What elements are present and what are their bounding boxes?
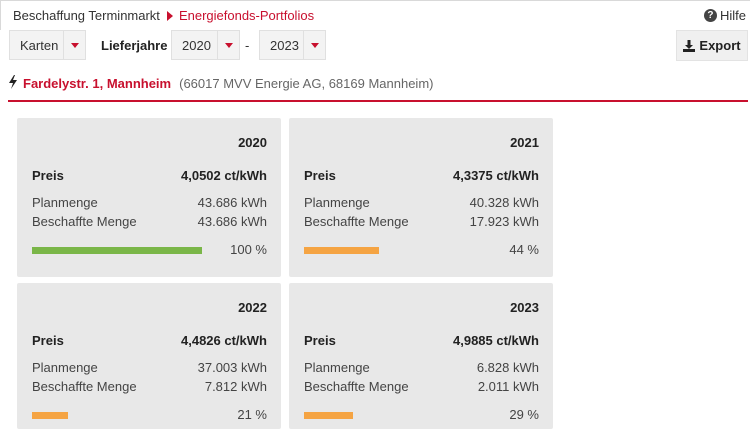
procured-quantity-row-label: Beschaffte Menge [32, 214, 137, 229]
year-to-select[interactable]: 2023 [259, 30, 326, 60]
card-year: 2021 [510, 135, 539, 150]
progress-bar [304, 412, 474, 419]
procured-quantity-row-value: 43.686 kWh [197, 214, 267, 229]
price-row-value: 4,0502 ct/kWh [181, 168, 267, 183]
progress-bar-fill [32, 247, 202, 254]
planned-quantity-row: Planmenge 37.003 kWh [32, 360, 267, 375]
progress-percent: 29 % [509, 407, 539, 422]
year-from-select[interactable]: 2020 [171, 30, 240, 60]
planned-quantity-row-label: Planmenge [304, 360, 370, 375]
procured-quantity-row: Beschaffte Menge 2.011 kWh [304, 379, 539, 394]
breadcrumb-current[interactable]: Energiefonds-Portfolios [178, 8, 315, 23]
planned-quantity-row: Planmenge 40.328 kWh [304, 195, 539, 210]
progress-bar [304, 247, 474, 254]
help-label: Hilfe [719, 8, 746, 23]
procured-quantity-row-value: 17.923 kWh [469, 214, 539, 229]
planned-quantity-row-label: Planmenge [304, 195, 370, 210]
question-circle-icon: ? [703, 9, 717, 22]
price-row-label: Preis [32, 333, 64, 348]
progress-bar-fill [304, 247, 379, 254]
location-bar: Fardelystr. 1, Mannheim (66017 MVV Energ… [8, 74, 748, 102]
chevron-down-icon[interactable] [63, 31, 85, 59]
price-row-value: 4,4826 ct/kWh [181, 333, 267, 348]
procured-quantity-row-label: Beschaffte Menge [32, 379, 137, 394]
year-range-separator: - [245, 38, 250, 53]
toolbar: Karten Lieferjahre 2020 - 2023 Export [0, 30, 750, 64]
planned-quantity-row-label: Planmenge [32, 195, 98, 210]
procured-quantity-row-value: 7.812 kWh [204, 379, 267, 394]
price-row: Preis 4,0502 ct/kWh [32, 168, 267, 183]
price-row-label: Preis [32, 168, 64, 183]
year-card[interactable]: 2023 Preis 4,9885 ct/kWh Planmenge 6.828 kWh… [289, 283, 553, 429]
planned-quantity-row-label: Planmenge [32, 360, 98, 375]
export-button[interactable]: Export [676, 30, 748, 61]
planned-quantity-row-value: 43.686 kWh [197, 195, 267, 210]
header-bar: Beschaffung Terminmarkt Energiefonds-Por… [0, 0, 750, 30]
location-name[interactable]: Fardelystr. 1, Mannheim [23, 76, 172, 91]
year-from-value: 2020 [182, 37, 211, 53]
chevron-down-icon[interactable] [303, 31, 325, 59]
procured-quantity-row-label: Beschaffte Menge [304, 214, 409, 229]
procured-quantity-row-label: Beschaffte Menge [304, 379, 409, 394]
price-row: Preis 4,3375 ct/kWh [304, 168, 539, 183]
planned-quantity-row: Planmenge 43.686 kWh [32, 195, 267, 210]
procured-quantity-row-value: 2.011 kWh [477, 379, 539, 394]
location-details: (66017 MVV Energie AG, 68169 Mannheim) [179, 76, 434, 91]
lightning-icon [9, 75, 17, 89]
progress-bar-fill [304, 412, 354, 419]
progress-bar [32, 412, 202, 419]
procured-quantity-row: Beschaffte Menge 43.686 kWh [32, 214, 267, 229]
planned-quantity-row-value: 37.003 kWh [197, 360, 267, 375]
help-link[interactable]: ? Hilfe [703, 8, 746, 23]
price-row-label: Preis [304, 333, 336, 348]
breadcrumb: Beschaffung Terminmarkt Energiefonds-Por… [13, 8, 314, 23]
price-row-label: Preis [304, 168, 336, 183]
price-row: Preis 4,9885 ct/kWh [304, 333, 539, 348]
year-card[interactable]: 2022 Preis 4,4826 ct/kWh Planmenge 37.003 kW… [17, 283, 281, 429]
progress-percent: 44 % [509, 242, 539, 257]
view-select-value: Karten [20, 37, 59, 53]
year-card[interactable]: 2020 Preis 4,0502 ct/kWh Planmenge 43.686 kW… [17, 118, 281, 277]
planned-quantity-row: Planmenge 6.828 kWh [304, 360, 539, 375]
view-select[interactable]: Karten [9, 30, 86, 60]
progress-percent: 100 % [230, 242, 267, 257]
delivery-years-label: Lieferjahre [101, 38, 168, 53]
price-row-value: 4,3375 ct/kWh [453, 168, 539, 183]
card-year: 2020 [238, 135, 267, 150]
download-icon [683, 39, 696, 52]
planned-quantity-row-value: 6.828 kWh [476, 360, 539, 375]
planned-quantity-row-value: 40.328 kWh [469, 195, 539, 210]
year-card[interactable]: 2021 Preis 4,3375 ct/kWh Planmenge 40.328 kW… [289, 118, 553, 277]
price-row: Preis 4,4826 ct/kWh [32, 333, 267, 348]
chevron-down-icon[interactable] [217, 31, 239, 59]
card-year: 2022 [238, 300, 267, 315]
progress-bar-fill [32, 412, 68, 419]
price-row-value: 4,9885 ct/kWh [453, 333, 539, 348]
procured-quantity-row: Beschaffte Menge 7.812 kWh [32, 379, 267, 394]
export-label: Export [699, 38, 741, 53]
breadcrumb-root[interactable]: Beschaffung Terminmarkt [13, 8, 160, 23]
breadcrumb-separator-icon [166, 10, 173, 21]
procured-quantity-row: Beschaffte Menge 17.923 kWh [304, 214, 539, 229]
year-to-value: 2023 [270, 37, 299, 53]
progress-percent: 21 % [237, 407, 267, 422]
card-year: 2023 [510, 300, 539, 315]
progress-bar [32, 247, 202, 254]
